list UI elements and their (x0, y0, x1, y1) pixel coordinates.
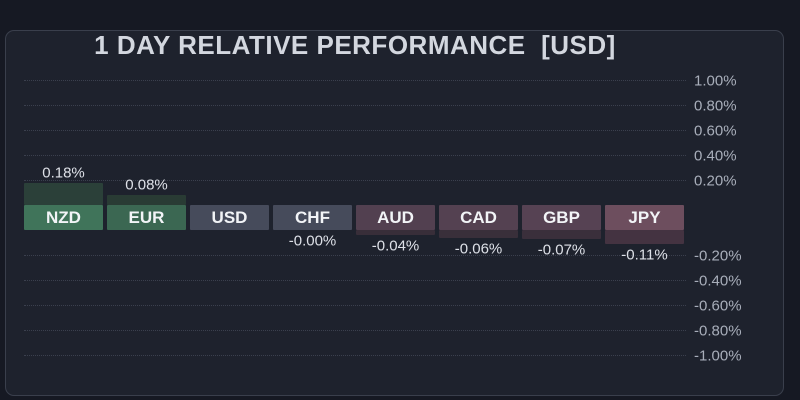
currency-label-USD[interactable]: USD (190, 205, 269, 230)
currency-label-CAD[interactable]: CAD (439, 205, 518, 230)
gridline--0.40% (24, 280, 686, 281)
bar-AUD[interactable] (356, 230, 435, 235)
currency-label-JPY[interactable]: JPY (605, 205, 684, 230)
axis-tick-label: 0.60% (694, 122, 737, 140)
value-label-AUD: -0.04% (371, 237, 420, 255)
value-label-CAD: -0.06% (454, 240, 503, 257)
currency-label-CHF[interactable]: CHF (273, 205, 352, 230)
axis-tick-label: -0.40% (694, 272, 742, 290)
axis-tick-label: 0.20% (694, 172, 737, 190)
currency-label-AUD[interactable]: AUD (356, 205, 435, 230)
bar-EUR[interactable] (107, 195, 186, 205)
gridline--1.00% (24, 355, 686, 356)
axis-tick-label: -0.20% (694, 247, 742, 265)
value-label-NZD: 0.18% (42, 164, 85, 181)
axis-tick-label: 0.40% (694, 147, 737, 165)
axis-tick-label: 0.80% (694, 97, 737, 115)
bar-JPY[interactable] (605, 230, 684, 244)
value-label-GBP: -0.07% (537, 241, 586, 259)
bar-CAD[interactable] (439, 230, 518, 238)
chart-title: 1 DAY RELATIVE PERFORMANCE [USD] (94, 30, 616, 60)
bar-GBP[interactable] (522, 230, 601, 239)
bar-NZD[interactable] (24, 182, 103, 205)
currency-label-NZD[interactable]: NZD (24, 205, 103, 230)
currency-label-EUR[interactable]: EUR (107, 205, 186, 230)
value-label-CHF: -0.00% (288, 232, 337, 250)
gridline--0.20% (24, 255, 686, 256)
axis-tick-label: -0.60% (694, 297, 742, 315)
currency-label-GBP[interactable]: GBP (522, 205, 601, 230)
value-label-JPY: -0.11% (621, 246, 668, 264)
gridline-0.60% (24, 130, 686, 131)
axis-tick-label: -1.00% (694, 347, 742, 365)
gridline-0.20% (24, 180, 686, 181)
axis-tick-label: -0.80% (694, 322, 742, 340)
gridline-1.00% (24, 80, 686, 81)
gridline-0.80% (24, 105, 686, 106)
gridline-0.40% (24, 155, 686, 156)
value-label-EUR: 0.08% (125, 176, 168, 194)
axis-tick-label: 1.00% (694, 72, 737, 90)
gridline--0.60% (24, 305, 686, 306)
gridline--0.80% (24, 330, 686, 331)
